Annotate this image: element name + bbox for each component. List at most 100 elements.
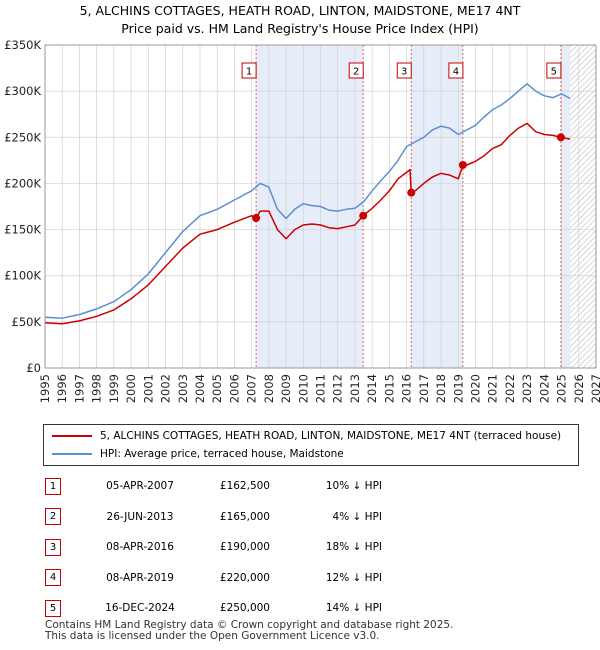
sale-date: 26-JUN-2013 xyxy=(106,510,174,523)
sale-price: £220,000 xyxy=(219,571,270,584)
forecast-region xyxy=(570,45,596,368)
x-tick-label: 1995 xyxy=(38,374,52,403)
sale-number-badge: 2 xyxy=(45,508,61,526)
y-tick-label: £350K xyxy=(4,38,41,52)
table-row: 1 05-APR-2007 £162,500 10% ↓ HPI xyxy=(43,471,382,502)
sale-date: 08-APR-2016 xyxy=(106,541,174,554)
x-tick-label: 2027 xyxy=(589,374,600,403)
sale-price: £162,500 xyxy=(219,480,270,493)
sale-number-badge: 1 xyxy=(45,477,61,495)
sale-point xyxy=(407,188,416,197)
sale-price: £190,000 xyxy=(219,541,270,554)
sale-label: 4 xyxy=(453,67,459,78)
sale-hpi-diff: 18% ↓ HPI xyxy=(325,541,382,554)
x-tick-label: 2016 xyxy=(400,374,414,403)
sale-label-box xyxy=(348,62,364,79)
footer-line-2: This data is licensed under the Open Gov… xyxy=(45,630,380,642)
title-line-1: 5, ALCHINS COTTAGES, HEATH ROAD, LINTON,… xyxy=(79,3,521,18)
title-line-2: Price paid vs. HM Land Registry's House … xyxy=(121,21,479,36)
x-tick-label: 2021 xyxy=(486,374,500,403)
table-row: 4 08-APR-2019 £220,000 12% ↓ HPI xyxy=(43,563,382,594)
hpi-series-line xyxy=(44,83,571,319)
legend-item-hpi: HPI: Average price, terraced house, Maid… xyxy=(52,446,344,462)
sale-price: £165,000 xyxy=(219,510,270,523)
footer-line-1: Contains HM Land Registry data © Crown c… xyxy=(45,619,454,631)
sale-point xyxy=(252,214,261,223)
x-tick-label: 1997 xyxy=(72,374,86,403)
sale-label-box xyxy=(448,62,464,79)
x-tick-label: 2010 xyxy=(296,374,310,403)
ownership-shade xyxy=(411,45,463,368)
legend-item-property: 5, ALCHINS COTTAGES, HEATH ROAD, LINTON,… xyxy=(52,428,561,444)
y-tick-label: £200K xyxy=(4,176,41,190)
x-tick-label: 2005 xyxy=(210,374,224,403)
x-tick-label: 2000 xyxy=(124,374,138,403)
x-tick-label: 2009 xyxy=(279,374,293,403)
x-tick-label: 2001 xyxy=(141,374,155,403)
x-tick-label: 2014 xyxy=(365,374,379,403)
sale-date: 05-APR-2007 xyxy=(106,480,174,493)
x-tick-label: 2017 xyxy=(417,374,431,403)
footer-attribution: Contains HM Land Registry data © Crown c… xyxy=(45,620,453,642)
sale-hpi-diff: 10% ↓ HPI xyxy=(325,480,382,493)
x-tick-label: 2006 xyxy=(227,374,241,403)
x-tick-label: 2020 xyxy=(468,374,482,403)
x-tick-label: 2026 xyxy=(572,374,586,403)
table-row: 2 26-JUN-2013 £165,000 4% ↓ HPI xyxy=(43,502,382,533)
sale-label-box xyxy=(546,62,562,79)
x-tick-label: 2024 xyxy=(537,374,551,403)
x-tick-label: 2025 xyxy=(555,374,569,403)
table-row: 3 08-APR-2016 £190,000 18% ↓ HPI xyxy=(43,532,382,563)
sale-date: 16-DEC-2024 xyxy=(105,602,175,615)
sale-hpi-diff: 14% ↓ HPI xyxy=(325,602,382,615)
sale-label: 1 xyxy=(246,67,252,78)
plot-frame xyxy=(44,44,597,369)
y-tick-label: £50K xyxy=(12,315,42,329)
x-tick-label: 2007 xyxy=(245,374,259,403)
sale-price: £250,000 xyxy=(219,602,270,615)
sale-number-badge: 5 xyxy=(45,599,61,617)
sales-table: 1 05-APR-2007 £162,500 10% ↓ HPI 2 26-JU… xyxy=(43,471,382,624)
legend-label-property: 5, ALCHINS COTTAGES, HEATH ROAD, LINTON,… xyxy=(100,430,562,442)
sale-label: 3 xyxy=(401,67,407,78)
x-tick-label: 1999 xyxy=(107,374,121,403)
y-tick-label: £300K xyxy=(4,84,41,98)
x-tick-label: 2002 xyxy=(159,374,173,403)
legend-label-hpi: HPI: Average price, terraced house, Maid… xyxy=(100,448,344,460)
x-tick-label: 2018 xyxy=(434,374,448,403)
legend: 5, ALCHINS COTTAGES, HEATH ROAD, LINTON,… xyxy=(43,424,579,466)
property-series-line xyxy=(44,122,571,325)
x-tick-label: 2004 xyxy=(193,374,207,403)
x-tick-label: 2012 xyxy=(331,374,345,403)
sale-hpi-diff: 4% ↓ HPI xyxy=(332,510,382,523)
sale-number-badge: 4 xyxy=(45,569,61,587)
ownership-shade xyxy=(256,45,364,368)
y-tick-label: £100K xyxy=(4,269,41,283)
x-tick-label: 2013 xyxy=(348,374,362,403)
sale-label-box xyxy=(241,62,257,79)
price-chart: £0 £50K £100K £150K £200K £250K £300K £350K 1995… xyxy=(4,38,600,403)
sale-label: 2 xyxy=(353,67,359,78)
table-row: 5 16-DEC-2024 £250,000 14% ↓ HPI xyxy=(43,593,382,624)
sale-number-badge: 3 xyxy=(45,538,61,556)
sale-hpi-diff: 12% ↓ HPI xyxy=(325,571,382,584)
sale-date: 08-APR-2019 xyxy=(106,571,174,584)
sale-label: 5 xyxy=(551,67,557,78)
x-tick-label: 2019 xyxy=(451,374,465,403)
sale-point xyxy=(556,133,565,142)
x-tick-label: 2023 xyxy=(520,374,534,403)
y-tick-label: £250K xyxy=(4,130,41,144)
legend-swatch-hpi xyxy=(52,453,92,455)
y-tick-label: £150K xyxy=(4,223,41,237)
legend-swatch-property xyxy=(52,435,92,437)
ownership-shade xyxy=(560,45,571,368)
x-tick-label: 2003 xyxy=(176,374,190,403)
x-tick-label: 2008 xyxy=(262,374,276,403)
chart-title: 5, ALCHINS COTTAGES, HEATH ROAD, LINTON,… xyxy=(0,2,600,38)
sale-point xyxy=(359,211,368,220)
x-tick-label: 1998 xyxy=(90,374,104,403)
y-tick-label: £0 xyxy=(26,361,41,375)
sale-point xyxy=(458,160,467,169)
x-tick-label: 2015 xyxy=(382,374,396,403)
sale-label-box xyxy=(396,62,412,79)
